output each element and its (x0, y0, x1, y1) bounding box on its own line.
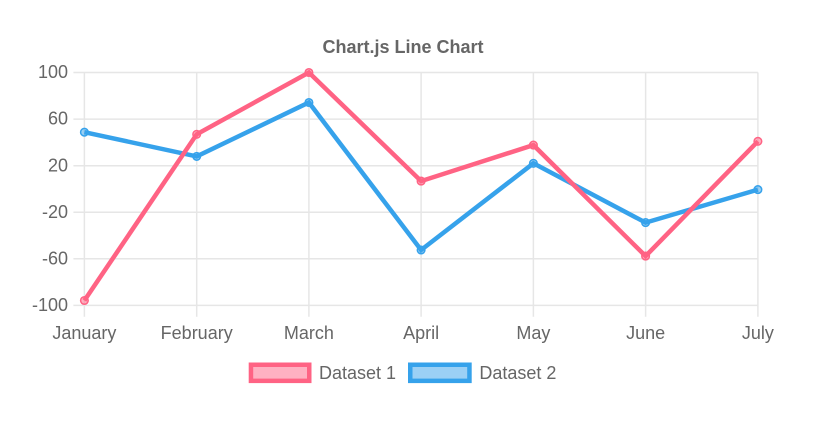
svg-text:-100: -100 (32, 295, 68, 315)
svg-text:100: 100 (38, 62, 68, 82)
svg-text:-20: -20 (42, 202, 68, 222)
svg-text:April: April (403, 323, 439, 343)
svg-text:Chart.js Line Chart: Chart.js Line Chart (322, 37, 483, 57)
svg-text:Dataset 2: Dataset 2 (479, 363, 556, 383)
svg-text:March: March (284, 323, 334, 343)
svg-text:June: June (626, 323, 665, 343)
svg-text:-60: -60 (42, 248, 68, 268)
svg-text:January: January (52, 323, 116, 343)
svg-text:20: 20 (48, 155, 68, 175)
svg-text:Dataset 1: Dataset 1 (319, 363, 396, 383)
svg-text:July: July (742, 323, 774, 343)
svg-text:February: February (161, 323, 233, 343)
svg-text:60: 60 (48, 109, 68, 129)
svg-text:May: May (516, 323, 550, 343)
